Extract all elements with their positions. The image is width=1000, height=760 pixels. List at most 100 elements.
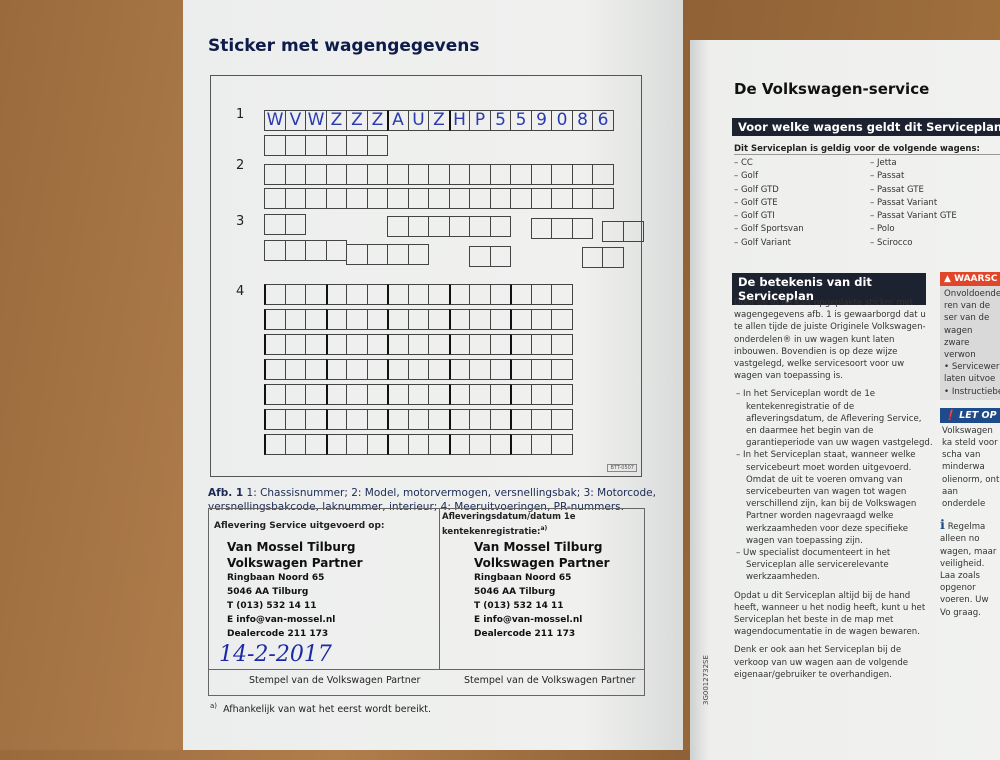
input-box bbox=[510, 284, 532, 305]
warning-header: ▲ WAARSC bbox=[940, 272, 1000, 286]
input-box bbox=[325, 240, 347, 261]
input-box bbox=[469, 409, 491, 430]
bullet-2: – In het Serviceplan staat, wanneer welk… bbox=[736, 450, 917, 546]
input-box bbox=[346, 188, 368, 209]
dealer-stamp-right: Van Mossel Tilburg Volkswagen Partner Ri… bbox=[474, 539, 610, 641]
input-box bbox=[592, 188, 614, 209]
input-box bbox=[264, 409, 286, 430]
input-box bbox=[428, 309, 450, 330]
input-box bbox=[489, 334, 511, 355]
input-box bbox=[366, 309, 388, 330]
input-box bbox=[325, 309, 347, 330]
dealer-city: 5046 AA Tilburg bbox=[474, 587, 556, 597]
info-icon: ℹ bbox=[940, 518, 945, 534]
input-box bbox=[551, 409, 573, 430]
input-box bbox=[264, 309, 286, 330]
input-box bbox=[284, 434, 306, 455]
input-box bbox=[325, 135, 347, 156]
input-box bbox=[366, 284, 388, 305]
input-box bbox=[551, 434, 573, 455]
note-body: Volkswagen ka steld voor scha van minder… bbox=[942, 425, 1000, 510]
input-box bbox=[264, 164, 286, 185]
input-box bbox=[305, 434, 327, 455]
input-box bbox=[592, 164, 614, 185]
input-box bbox=[264, 188, 286, 209]
handwritten-date: 14-2-2017 bbox=[219, 642, 332, 667]
input-box bbox=[530, 409, 552, 430]
input-box bbox=[530, 164, 552, 185]
input-box bbox=[448, 188, 470, 209]
input-box bbox=[284, 384, 306, 405]
models-column-1: – CC – Golf – Golf GTD – Golf GTE – Golf GTI… bbox=[734, 157, 804, 250]
input-box bbox=[469, 216, 491, 237]
input-box bbox=[469, 359, 491, 380]
input-box bbox=[407, 409, 429, 430]
model-item: – Passat Variant bbox=[870, 197, 938, 208]
input-box bbox=[407, 284, 429, 305]
warning-body: Onvoldoende ren van de ser van de wagen … bbox=[940, 286, 1000, 400]
input-box bbox=[284, 188, 306, 209]
vin-character: 5 bbox=[515, 110, 527, 130]
vin-character: Z bbox=[351, 110, 363, 130]
meaning-body: Door de in de kaft opgeplakte sticker me… bbox=[734, 297, 934, 681]
input-box bbox=[571, 218, 593, 239]
dealer-phone: T (013) 532 14 11 bbox=[474, 601, 564, 611]
input-box bbox=[510, 334, 532, 355]
input-box bbox=[469, 284, 491, 305]
input-box bbox=[346, 244, 368, 265]
input-box bbox=[448, 309, 470, 330]
input-box bbox=[510, 409, 532, 430]
input-box bbox=[407, 334, 429, 355]
input-box bbox=[448, 384, 470, 405]
input-box bbox=[264, 434, 286, 455]
input-box bbox=[387, 409, 409, 430]
input-box bbox=[428, 188, 450, 209]
section-vehicles-sub: Dit Serviceplan is geldig voor de volgen… bbox=[734, 144, 1000, 155]
vin-character: W bbox=[307, 110, 325, 130]
model-item: – Golf GTD bbox=[734, 184, 779, 195]
input-box bbox=[469, 434, 491, 455]
bullet-3: – Uw specialist documenteert in het Serv… bbox=[736, 548, 891, 583]
row-label-1: 1 bbox=[236, 107, 245, 122]
input-box bbox=[284, 409, 306, 430]
dealer-phone: T (013) 532 14 11 bbox=[227, 601, 317, 611]
input-box bbox=[264, 384, 286, 405]
input-box bbox=[387, 244, 409, 265]
dealer-code: Dealercode 211 173 bbox=[474, 629, 576, 639]
input-box bbox=[346, 135, 368, 156]
model-item: – Golf bbox=[734, 171, 759, 182]
footnote: a) Afhankelijk van wat het eerst wordt b… bbox=[210, 702, 432, 716]
document-code: 3G0012732SE bbox=[702, 655, 710, 705]
input-box bbox=[264, 135, 286, 156]
input-box bbox=[469, 246, 491, 267]
model-item: – Golf GTE bbox=[734, 197, 778, 208]
input-box bbox=[407, 188, 429, 209]
warning-icon: ▲ bbox=[944, 274, 951, 284]
registration-date-cell: Afleveringsdatum/datum 1e kentekenregist… bbox=[439, 509, 644, 669]
input-box bbox=[489, 216, 511, 237]
input-box bbox=[510, 434, 532, 455]
input-box bbox=[448, 359, 470, 380]
input-box bbox=[387, 164, 409, 185]
input-box bbox=[571, 188, 593, 209]
bullet-1: – In het Serviceplan wordt de 1e kenteke… bbox=[736, 389, 933, 449]
input-box bbox=[366, 384, 388, 405]
input-box bbox=[264, 334, 286, 355]
vin-character: A bbox=[392, 110, 404, 130]
input-box bbox=[551, 334, 573, 355]
input-box bbox=[448, 409, 470, 430]
input-box bbox=[469, 334, 491, 355]
model-item: – CC bbox=[734, 158, 753, 168]
row-label-2: 2 bbox=[236, 158, 245, 173]
input-box bbox=[428, 284, 450, 305]
input-box bbox=[448, 284, 470, 305]
delivery-table: Aflevering Service uitgevoerd op: Van Mo… bbox=[208, 508, 645, 696]
input-box bbox=[551, 359, 573, 380]
input-box bbox=[407, 216, 429, 237]
input-box bbox=[346, 164, 368, 185]
input-box bbox=[592, 110, 614, 131]
vin-character: P bbox=[474, 110, 486, 130]
input-box bbox=[387, 309, 409, 330]
